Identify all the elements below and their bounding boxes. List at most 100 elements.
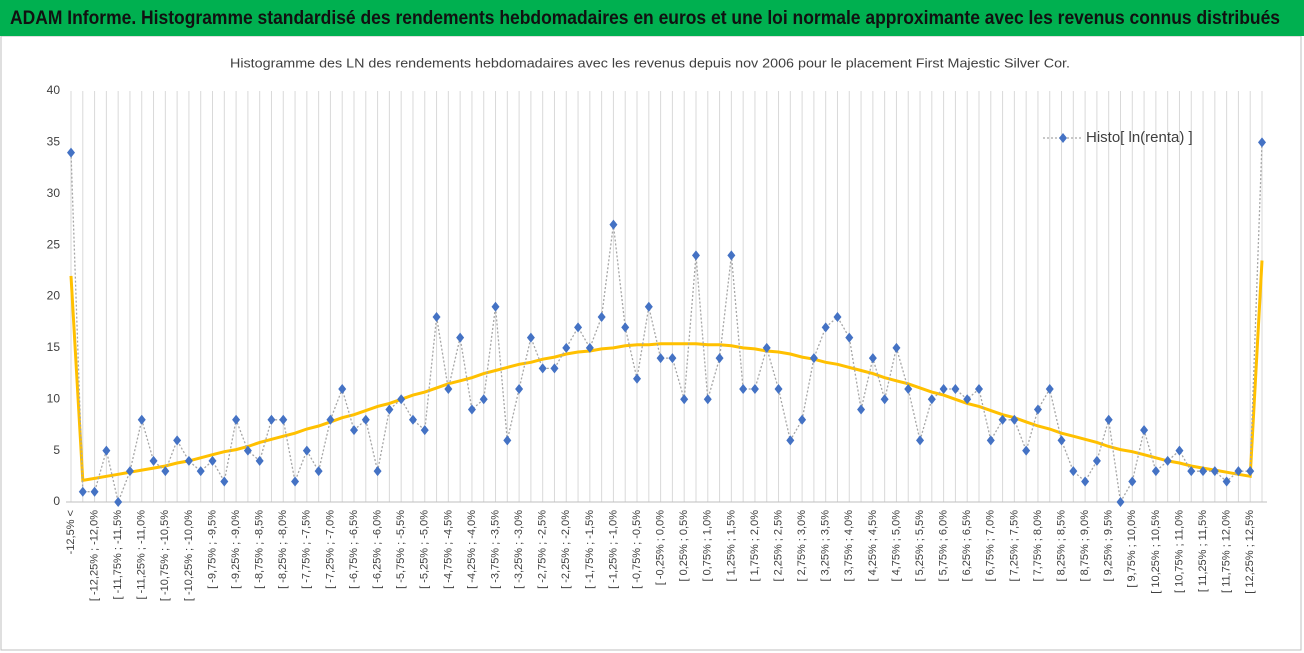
histo-point	[963, 394, 972, 405]
y-tick-label: 15	[47, 340, 61, 354]
histo-point	[161, 466, 170, 477]
x-tick-label: [ 4,75% ; 5,0%	[890, 510, 902, 582]
histo-point	[220, 476, 229, 487]
legend-marker	[1059, 133, 1067, 143]
histo-point	[1104, 414, 1113, 425]
x-tick-label: [ 4,25% ; 4,5%	[867, 510, 879, 582]
histo-point	[621, 322, 630, 333]
x-tick-label: [ 9,25% ; 9,5%	[1103, 510, 1115, 582]
histo-point	[385, 404, 394, 415]
x-tick-label: [ 7,25% ; 7,5%	[1008, 510, 1020, 582]
histo-point	[1163, 455, 1172, 466]
x-tick-label: [ 5,75% ; 6,0%	[938, 510, 950, 582]
histo-point	[1222, 476, 1231, 487]
histo-point	[798, 414, 807, 425]
histo-point	[550, 363, 559, 374]
x-tick-label: [ 6,75% ; 7,0%	[985, 510, 997, 582]
chart-title: Histogramme des LN des rendements hebdom…	[230, 55, 1070, 70]
x-tick-label: [ -9,75% ; -9,5%	[206, 510, 218, 589]
histo-point	[184, 455, 193, 466]
histo-point	[939, 383, 948, 394]
histo-point	[833, 312, 842, 323]
histo-point	[809, 353, 818, 364]
histo-point	[432, 312, 441, 323]
histo-point	[786, 435, 795, 446]
x-tick-label: [ -6,75% ; -6,5%	[348, 510, 360, 589]
histo-point	[279, 414, 288, 425]
x-tick-label: [ -8,75% ; -8,5%	[254, 510, 266, 589]
histo-point	[668, 353, 677, 364]
y-tick-label: 20	[47, 289, 61, 303]
histo-point	[1151, 466, 1160, 477]
histo-point	[974, 383, 983, 394]
histo-point	[1033, 404, 1042, 415]
banner	[0, 0, 1304, 36]
histo-point	[727, 250, 736, 261]
histo-point	[173, 435, 182, 446]
x-tick-label: [ 1,75% ; 2,0%	[749, 510, 761, 582]
histo-point	[397, 394, 406, 405]
histo-point	[314, 466, 323, 477]
x-tick-label: [ -7,75% ; -7,5%	[301, 510, 313, 589]
histo-point	[880, 394, 889, 405]
histo-line	[70, 142, 1263, 505]
histo-point	[904, 383, 913, 394]
histo-point	[137, 414, 146, 425]
histo-point	[503, 435, 512, 446]
normal-curve	[69, 260, 1264, 483]
histo-point	[1081, 476, 1090, 487]
x-tick-label: [ 6,25% ; 6,5%	[961, 510, 973, 582]
histo-point	[350, 425, 359, 436]
histo-point	[680, 394, 689, 405]
histo-point	[1234, 466, 1243, 477]
histo-point	[196, 466, 205, 477]
histo-point	[1022, 445, 1031, 456]
x-tick-label: [ -3,75% ; -3,5%	[489, 510, 501, 589]
histo-point	[515, 383, 524, 394]
histo-point	[326, 414, 335, 425]
histo-point	[986, 435, 995, 446]
histo-point	[750, 383, 759, 394]
histo-point	[149, 455, 158, 466]
histo-point	[456, 332, 465, 343]
x-tick-label: [ -11,75% ; -11,5%	[112, 510, 124, 600]
histo-point	[821, 322, 830, 333]
histo-point	[691, 250, 700, 261]
x-tick-label: [ 2,75% ; 3,0%	[796, 510, 808, 582]
histo-point	[78, 486, 87, 497]
x-tick-label: [ 10,25% ; 10,5%	[1150, 510, 1162, 594]
histo-point	[491, 301, 500, 312]
x-tick-label: [ 11,25% ; 11,5%	[1197, 510, 1209, 592]
histo-point	[562, 342, 571, 353]
histo-point	[1199, 466, 1208, 477]
histo-point	[585, 342, 594, 353]
histo-point	[232, 414, 241, 425]
histo-point	[243, 445, 252, 456]
histo-point	[1128, 476, 1137, 487]
histo-point	[762, 342, 771, 353]
x-tick-label: [ 7,75% ; 8,0%	[1032, 510, 1044, 582]
histo-point	[927, 394, 936, 405]
x-tick-label: [ -2,25% ; -2,0%	[560, 510, 572, 589]
histo-point	[1057, 435, 1066, 446]
histo-point	[67, 147, 75, 158]
histo-point	[892, 342, 901, 353]
x-tick-label: [ -11,25% ; -11,0%	[136, 510, 148, 600]
histo-point	[656, 353, 665, 364]
histo-point	[597, 312, 606, 323]
x-tick-label: [ 5,25% ; 5,5%	[914, 510, 926, 582]
histo-point	[609, 219, 618, 230]
x-tick-label: [ -8,25% ; -8,0%	[277, 510, 289, 589]
histo-point	[114, 497, 123, 507]
y-tick-label: 0	[53, 494, 60, 508]
histo-point	[916, 435, 925, 446]
histo-point	[1187, 466, 1196, 477]
x-tick-label: [ 8,25% ; 8,5%	[1055, 510, 1067, 582]
histo-point	[338, 383, 347, 394]
x-tick-label: [ -10,75% ; -10,5%	[159, 510, 171, 601]
histo-point	[703, 394, 712, 405]
x-tick-label: [ -1,75% ; -1,5%	[584, 510, 596, 589]
x-tick-label: [ -7,25% ; -7,0%	[324, 510, 336, 589]
x-tick-label: [ -12,25% ; -12,0%	[88, 510, 100, 601]
histo-point	[125, 466, 134, 477]
